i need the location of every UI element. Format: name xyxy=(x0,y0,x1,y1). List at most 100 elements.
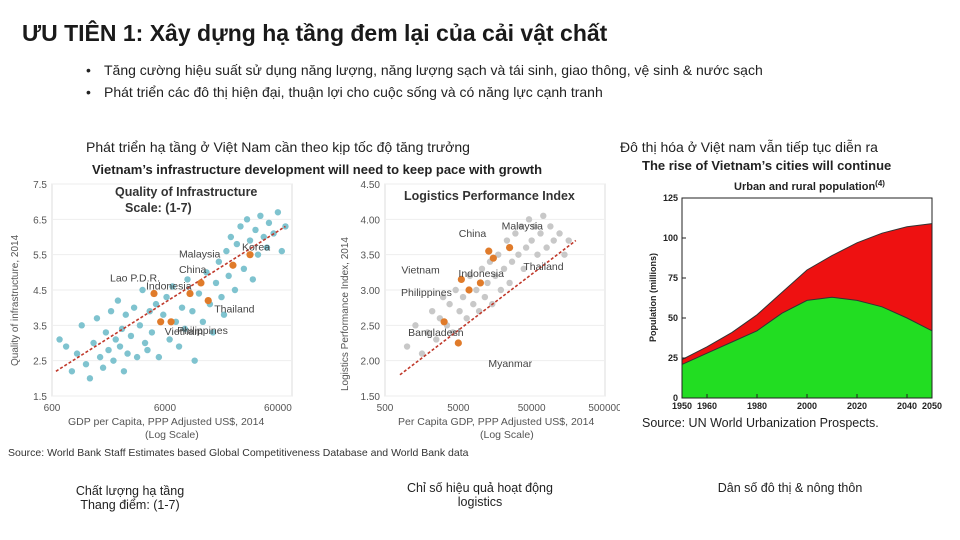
data-point xyxy=(495,251,502,258)
data-point xyxy=(403,343,411,350)
data-point xyxy=(508,258,516,265)
source-right: Source: UN World Urbanization Prospects. xyxy=(642,416,879,430)
point-label: Lao P.D.R. xyxy=(110,273,160,285)
data-point xyxy=(227,233,235,241)
data-point xyxy=(160,311,167,318)
left-subheading: Vietnam’s infrastructure development wil… xyxy=(92,162,543,177)
data-point xyxy=(503,237,511,244)
chart1-ylabel: Quality of infrastructure, 2014 xyxy=(10,234,21,366)
data-point xyxy=(181,325,189,333)
bullet-2-text: Phát triển các đô thị hiện đại, thuận lợ… xyxy=(104,84,603,100)
y-tick-label: 4.00 xyxy=(361,215,381,226)
data-point xyxy=(203,269,210,276)
point-label: Myanmar xyxy=(488,358,532,370)
chart2-xlabel-line2: (Log Scale) xyxy=(480,429,534,441)
highlight-point-malaysia xyxy=(505,244,514,252)
right-subheading: The rise of Vietnam’s cities will contin… xyxy=(642,158,892,173)
data-point xyxy=(215,258,223,265)
data-point xyxy=(223,247,230,255)
data-point xyxy=(531,223,538,230)
data-point xyxy=(90,339,97,347)
data-point xyxy=(93,315,101,322)
chart1-xlabel-line2: (Log Scale) xyxy=(145,429,199,441)
data-point xyxy=(246,237,254,244)
highlight-point-china xyxy=(197,279,205,287)
data-point xyxy=(225,272,232,280)
total-population-line xyxy=(681,223,933,361)
infrastructure-chart: 1.5 2.5 3.5 4.5 5.5 6.5 7.5 600 6000 60000 Malays… xyxy=(10,180,293,441)
point-label: Vietnam xyxy=(401,264,440,276)
data-point xyxy=(212,279,220,287)
data-point xyxy=(497,286,505,294)
data-point xyxy=(178,304,186,311)
data-point xyxy=(102,329,110,336)
data-point xyxy=(439,293,447,301)
data-point xyxy=(231,286,239,294)
data-point xyxy=(459,293,467,301)
data-point xyxy=(114,297,122,304)
chart2-ylabel: Logistics Performance Index, 2014 xyxy=(340,237,351,391)
data-point xyxy=(446,300,453,308)
data-point xyxy=(433,336,440,343)
y-tick-label: 2.5 xyxy=(33,357,47,368)
data-point xyxy=(452,286,459,294)
data-point xyxy=(518,223,525,230)
data-point xyxy=(522,244,530,251)
data-point xyxy=(550,237,557,244)
data-point xyxy=(148,329,156,336)
highlight-point-philippines xyxy=(167,318,175,326)
chart3-title-sup: (4) xyxy=(875,179,885,188)
urban-population-area xyxy=(682,223,932,365)
data-point xyxy=(506,279,513,287)
point-label: Indonesia xyxy=(458,268,504,280)
x-tick-label: 50000 xyxy=(518,403,546,414)
data-point xyxy=(141,339,149,347)
data-point xyxy=(243,216,251,223)
caption-logistics: Chỉ số hiệu quả hoạt động logistics xyxy=(380,481,580,509)
chart1-grid: 1.5 2.5 3.5 4.5 5.5 6.5 7.5 600 6000 60000 xyxy=(33,180,293,414)
data-point xyxy=(191,357,198,364)
x-tick-label: 600 xyxy=(44,403,61,414)
chart2-trend-line xyxy=(399,239,577,376)
point-label: Malaysia xyxy=(179,248,221,260)
logistics-chart: 1.50 2.00 2.50 3.00 3.50 4.00 4.50 500 5000 50000… xyxy=(340,180,620,441)
data-point xyxy=(520,265,527,272)
data-point xyxy=(537,230,544,237)
highlight-point-korea xyxy=(246,251,254,259)
data-point xyxy=(220,311,228,318)
y-tick-label: 4.50 xyxy=(361,180,381,191)
data-point xyxy=(473,286,480,294)
data-point xyxy=(136,322,144,329)
chart2-highlights: Malaysia China Vietnam Indonesia Thailand Phi… xyxy=(401,221,564,370)
data-point xyxy=(543,244,550,251)
x-tick-label: 2020 xyxy=(847,401,867,411)
y-tick-label: 125 xyxy=(663,193,678,203)
x-tick-label: 500000 xyxy=(588,403,620,414)
data-point xyxy=(122,311,129,318)
data-point xyxy=(96,353,104,361)
data-point xyxy=(218,293,225,301)
chart2-xlabel-line1: Per Capita GDP, PPP Adjusted US$, 2014 xyxy=(398,416,594,428)
y-tick-label: 75 xyxy=(668,273,678,283)
x-tick-label: 2050 xyxy=(922,401,942,411)
highlight-point-myanmar xyxy=(454,339,462,347)
data-point xyxy=(56,336,63,343)
point-label: China xyxy=(179,264,207,276)
source-left: Source: World Bank Staff Estimates based… xyxy=(8,447,469,459)
data-point xyxy=(418,350,426,357)
data-point xyxy=(257,212,264,219)
x-tick-label: 1960 xyxy=(697,401,717,411)
data-point xyxy=(534,251,541,258)
data-point xyxy=(233,240,241,248)
page-title: ƯU TIÊN 1: Xây dựng hạ tầng đem lại của … xyxy=(22,20,608,46)
chart3-ylabel: Population (millions) xyxy=(648,253,658,342)
data-point xyxy=(199,318,207,325)
data-point xyxy=(237,223,244,230)
point-label: Korea xyxy=(242,242,270,254)
data-point xyxy=(449,329,456,336)
highlight-point-malaysia xyxy=(229,261,237,269)
chart1-title-line2: Scale: (1-7) xyxy=(125,201,192,215)
data-point xyxy=(82,361,90,368)
point-label: Thailand xyxy=(214,304,254,316)
data-point xyxy=(412,322,419,329)
